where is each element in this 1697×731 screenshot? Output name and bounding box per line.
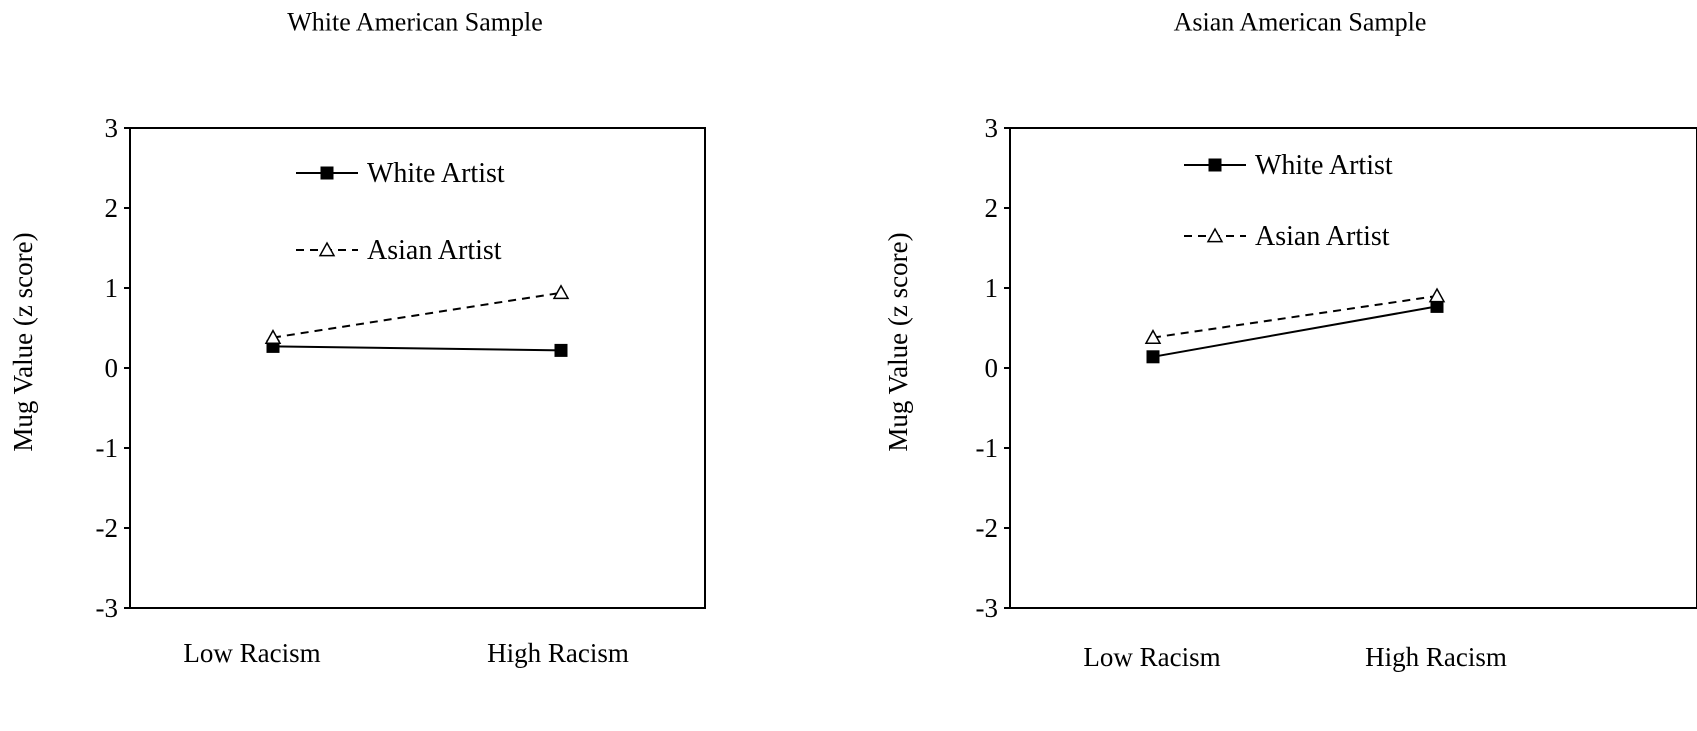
series-line-asian-artist [1152,295,1438,339]
legend-label: Asian Artist [367,235,502,266]
y-tick-label: 0 [985,353,999,383]
legend-marker [1206,227,1224,243]
series-line-white-artist [272,345,562,352]
plot-frame [1009,127,1697,609]
legend-label: Asian Artist [1255,221,1390,252]
legend: White Artist Asian Artist [296,158,505,266]
y-tick-label: 3 [985,113,999,143]
chart-1: White American Sample 3 2 1 0 -1 -2 -3 Mug Value… [8,8,706,668]
y-axis-label: Mug Value (z score) [8,232,38,451]
y-tick-label: 2 [105,193,119,223]
data-point [552,284,570,300]
plot-frame [129,127,706,609]
legend-marker [320,166,334,180]
legend-label: White Artist [1255,150,1393,181]
series-line-white-artist [1152,305,1438,358]
data-point [1146,350,1160,364]
y-tick-label: -3 [976,593,999,623]
data-point [1144,329,1162,344]
y-tick-label: -2 [976,513,999,543]
y-tick-label: -1 [96,433,119,463]
y-tick-label: 2 [985,193,999,223]
x-category-label: High Racism [487,638,629,668]
chart-2: Asian American Sample 3 2 1 0 -1 -2 -3 Mug Value… [883,8,1697,672]
y-tick-label: -2 [96,513,119,543]
x-category-label: Low Racism [1083,642,1220,672]
legend-marker [318,241,336,257]
y-tick-label: 1 [985,273,999,303]
y-axis-label: Mug Value (z score) [883,232,913,451]
chart-title: White American Sample [287,8,543,37]
legend-marker [1208,158,1222,172]
legend: White Artist Asian Artist [1184,150,1393,252]
series-line-asian-artist [272,291,562,339]
y-tick-label: -1 [976,433,999,463]
x-category-label: High Racism [1365,642,1507,672]
data-point [264,329,282,344]
y-tick-label: 0 [105,353,119,383]
x-category-label: Low Racism [183,638,320,668]
y-tick-label: 3 [105,113,119,143]
legend-label: White Artist [367,158,505,189]
data-point [554,343,568,357]
chart-title: Asian American Sample [1174,8,1427,37]
data-point [1428,287,1446,303]
y-tick-label: -3 [96,593,119,623]
y-tick-label: 1 [105,273,119,303]
